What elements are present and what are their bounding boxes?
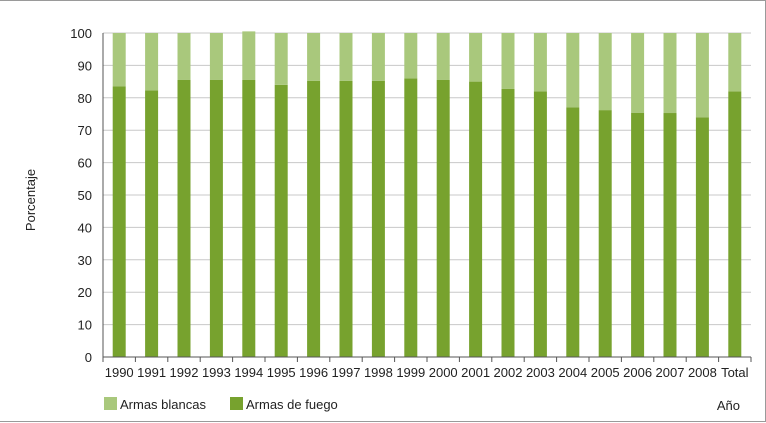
x-tick-label-1994: 1994 <box>234 365 263 380</box>
x-tick-label-1995: 1995 <box>267 365 296 380</box>
x-tick-label-1999: 1999 <box>396 365 425 380</box>
bar-armas-blancas-1998 <box>371 33 385 81</box>
bar-armas-de-fuego-1998 <box>371 80 385 358</box>
bar-armas-de-fuego-1990 <box>112 86 126 358</box>
x-tick-labels: 1990 1991 1992 1993 1994 1995 1996 1997 1998 1999… <box>105 365 749 380</box>
x-tick-label-2008: 2008 <box>688 365 717 380</box>
bar-armas-blancas-1995 <box>274 33 288 85</box>
bar-armas-blancas-2002 <box>501 33 515 89</box>
x-tick-label-2007: 2007 <box>656 365 685 380</box>
bar-armas-de-fuego-1995 <box>274 84 288 357</box>
bar-armas-de-fuego-2003 <box>533 91 547 357</box>
bar-armas-de-fuego-2007 <box>663 113 677 357</box>
x-tick-label-2003: 2003 <box>526 365 555 380</box>
y-tick-label-40: 40 <box>78 220 92 235</box>
bar-armas-de-fuego-2002 <box>501 88 515 357</box>
x-tick-label-1990: 1990 <box>105 365 134 380</box>
x-tick-label-2004: 2004 <box>558 365 587 380</box>
x-tick-label-1997: 1997 <box>332 365 361 380</box>
bar-armas-blancas-2006 <box>631 33 645 113</box>
x-tick-label-2005: 2005 <box>591 365 620 380</box>
bar-armas-blancas-1994 <box>242 31 256 80</box>
bar-armas-blancas-2001 <box>469 33 483 82</box>
legend-swatch-armas-de-fuego <box>230 397 243 410</box>
bar-armas-blancas-2005 <box>598 33 612 111</box>
x-tick-label-2006: 2006 <box>623 365 652 380</box>
bar-armas-de-fuego-1993 <box>209 79 223 357</box>
y-tick-label-100: 100 <box>70 26 92 41</box>
bar-armas-blancas-1992 <box>177 33 191 80</box>
y-tick-label-20: 20 <box>78 285 92 300</box>
y-tick-label-70: 70 <box>78 123 92 138</box>
y-tick-label-10: 10 <box>78 318 92 333</box>
legend: Armas blancas Armas de fuego <box>104 397 338 412</box>
bar-armas-blancas-1996 <box>307 33 321 81</box>
bar-armas-blancas-1991 <box>145 33 159 91</box>
x-tick-label-1993: 1993 <box>202 365 231 380</box>
axes <box>102 33 752 362</box>
x-tick-label-2000: 2000 <box>429 365 458 380</box>
y-tick-label-80: 80 <box>78 91 92 106</box>
bar-armas-blancas-1990 <box>112 33 126 87</box>
x-tick-label-1998: 1998 <box>364 365 393 380</box>
x-tick-label-1992: 1992 <box>170 365 199 380</box>
bar-armas-blancas-total <box>728 33 742 92</box>
bar-armas-blancas-1999 <box>404 33 418 79</box>
x-tick-label-total: Total <box>721 365 749 380</box>
bar-armas-de-fuego-2006 <box>631 112 645 357</box>
bar-armas-de-fuego-2001 <box>469 81 483 357</box>
bar-armas-de-fuego-2005 <box>598 110 612 357</box>
bar-armas-de-fuego-2004 <box>566 107 580 358</box>
bars <box>112 31 742 358</box>
x-tick-label-1991: 1991 <box>137 365 166 380</box>
gridlines <box>103 32 751 358</box>
bar-armas-blancas-1993 <box>209 33 223 80</box>
y-tick-label-90: 90 <box>78 58 92 73</box>
y-axis-title: Porcentaje <box>23 169 38 231</box>
legend-label-armas-de-fuego: Armas de fuego <box>246 397 338 412</box>
bar-armas-blancas-2000 <box>436 33 450 80</box>
bar-armas-de-fuego-1997 <box>339 80 353 358</box>
x-tick-label-2001: 2001 <box>461 365 490 380</box>
x-tick-label-2002: 2002 <box>494 365 523 380</box>
legend-label-armas-blancas: Armas blancas <box>120 397 206 412</box>
bar-armas-blancas-2007 <box>663 33 677 114</box>
x-tick-label-1996: 1996 <box>299 365 328 380</box>
bar-armas-de-fuego-1996 <box>307 80 321 358</box>
bar-armas-blancas-1997 <box>339 33 353 81</box>
bar-armas-de-fuego-2008 <box>695 117 709 358</box>
y-tick-label-0: 0 <box>85 350 92 365</box>
bar-armas-blancas-2004 <box>566 33 580 108</box>
y-tick-label-30: 30 <box>78 253 92 268</box>
y-tick-labels: 0 10 20 30 40 50 60 70 80 90 100 <box>70 26 92 365</box>
y-tick-label-50: 50 <box>78 188 92 203</box>
bar-armas-de-fuego-total <box>728 91 742 357</box>
bar-armas-de-fuego-1999 <box>404 78 418 358</box>
bar-armas-de-fuego-1992 <box>177 79 191 357</box>
x-axis-title: Año <box>717 398 740 413</box>
bar-armas-blancas-2008 <box>695 33 709 118</box>
bar-armas-blancas-2003 <box>533 33 547 92</box>
legend-swatch-armas-blancas <box>104 397 117 410</box>
bar-armas-de-fuego-2000 <box>436 79 450 357</box>
bar-armas-de-fuego-1994 <box>242 79 256 357</box>
bar-armas-de-fuego-1991 <box>145 90 159 358</box>
y-tick-label-60: 60 <box>78 156 92 171</box>
